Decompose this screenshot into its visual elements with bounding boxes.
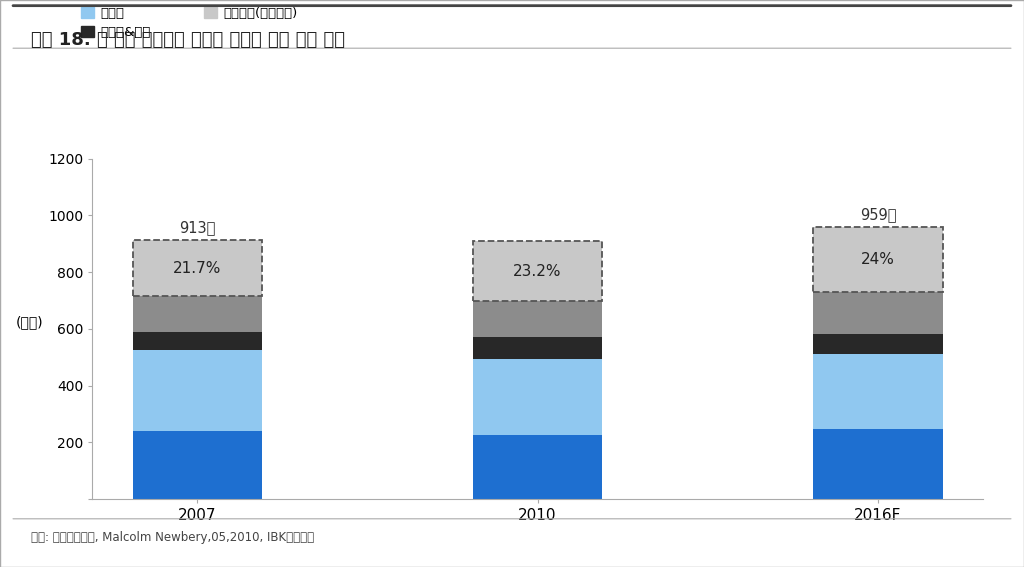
Bar	[813, 227, 942, 293]
Bar	[473, 435, 602, 499]
Bar	[813, 429, 942, 499]
Bar	[133, 431, 262, 499]
Bar	[133, 240, 262, 296]
Y-axis label: (조원): (조원)	[16, 315, 44, 329]
Text: 자료: 한국패션협회, Malcolm Newbery,05,2010, IBK투자증권: 자료: 한국패션협회, Malcolm Newbery,05,2010, IBK…	[31, 531, 313, 544]
Bar	[133, 332, 262, 350]
Bar	[473, 359, 602, 435]
Bar	[133, 350, 262, 431]
Text: 21.7%: 21.7%	[173, 261, 221, 276]
Text: 그림 18. 전 세계 패션의류 시장의 지역별 시장 규모 추이: 그림 18. 전 세계 패션의류 시장의 지역별 시장 규모 추이	[31, 31, 345, 49]
Bar	[813, 293, 942, 335]
Bar	[473, 301, 602, 337]
Bar	[473, 337, 602, 359]
Text: 23.2%: 23.2%	[513, 264, 562, 278]
Bar	[813, 227, 942, 293]
Bar	[133, 296, 262, 332]
Bar	[813, 335, 942, 354]
Legend: 북미, 서유럽, 동유럽&터키, 일본&한국, 기타지역(중국포함): 북미, 서유럽, 동유럽&터키, 일본&한국, 기타지역(중국포함)	[81, 0, 298, 40]
Text: 913조: 913조	[179, 220, 215, 235]
Bar	[473, 241, 602, 301]
Bar	[813, 354, 942, 429]
Text: 24%: 24%	[861, 252, 895, 267]
Text: 959조: 959조	[859, 207, 896, 222]
Bar	[473, 241, 602, 301]
Bar	[133, 240, 262, 296]
